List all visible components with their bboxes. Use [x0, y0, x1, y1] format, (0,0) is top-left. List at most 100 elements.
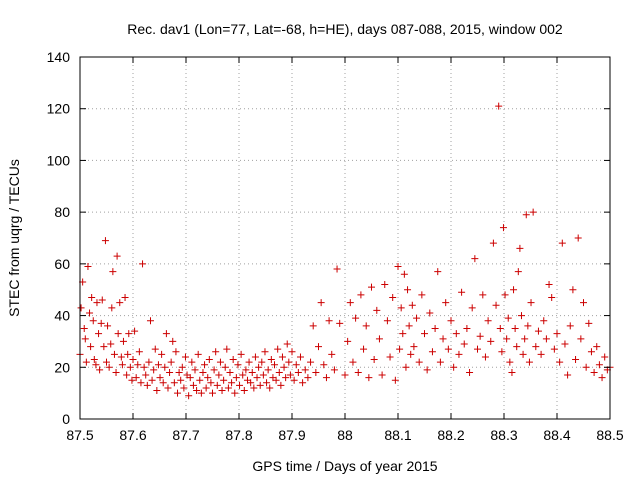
data-point [421, 330, 428, 338]
data-point [88, 293, 96, 301]
y-tick-label: 100 [47, 152, 71, 168]
data-point [278, 353, 286, 361]
data-point [119, 337, 127, 345]
data-point [404, 286, 412, 294]
x-axis-label: GPS time / Days of year 2015 [252, 458, 437, 474]
data-point [521, 335, 529, 343]
data-point [169, 337, 177, 345]
data-point [218, 387, 226, 395]
data-point [101, 237, 109, 245]
data-point [87, 343, 95, 351]
data-point [174, 389, 182, 397]
data-point [511, 325, 519, 332]
data-point [89, 317, 97, 325]
data-point [113, 252, 121, 260]
data-point [223, 345, 231, 353]
data-point [142, 371, 150, 379]
data-point [92, 361, 100, 369]
data-point [450, 363, 458, 371]
data-point [220, 376, 228, 384]
data-point [181, 353, 189, 361]
data-point [349, 358, 357, 366]
data-point [145, 358, 153, 366]
data-point [277, 381, 285, 389]
data-point [574, 234, 582, 242]
data-point [124, 350, 132, 358]
data-point [410, 343, 418, 351]
data-point [598, 374, 606, 382]
data-point [595, 361, 603, 369]
data-point [256, 381, 264, 389]
data-point [373, 306, 381, 314]
data-point [532, 343, 540, 351]
data-point [158, 350, 166, 358]
data-point [82, 358, 90, 366]
grid-lines [80, 57, 610, 419]
data-point [96, 366, 104, 374]
data-point [394, 262, 402, 270]
data-point [375, 335, 383, 343]
data-point [397, 304, 405, 312]
data-point [487, 337, 495, 345]
data-point [131, 327, 139, 335]
data-point [381, 281, 389, 289]
data-point [139, 260, 147, 268]
data-point [212, 348, 220, 356]
data-point [191, 366, 199, 374]
axis-ticks [79, 56, 611, 420]
data-point [216, 358, 224, 366]
data-point [556, 358, 564, 366]
data-point [396, 345, 404, 353]
data-point [503, 335, 511, 343]
data-point [527, 299, 535, 307]
data-point [447, 317, 455, 325]
data-point [333, 265, 341, 273]
data-point [365, 374, 373, 382]
data-point [548, 293, 556, 301]
data-point [496, 325, 504, 332]
data-point [148, 376, 156, 384]
data-point [389, 293, 397, 301]
data-point [534, 327, 542, 335]
data-point [561, 340, 569, 348]
data-point [564, 371, 572, 379]
data-point [126, 363, 134, 371]
x-tick-label: 88.1 [384, 427, 411, 443]
data-point [95, 330, 103, 338]
data-point [582, 363, 590, 371]
data-point [460, 340, 468, 348]
data-points [76, 102, 614, 400]
x-tick-label: 87.8 [225, 427, 252, 443]
data-point [504, 314, 512, 322]
data-point [357, 291, 365, 299]
data-point [315, 343, 322, 351]
y-tick-label: 140 [47, 49, 71, 65]
data-point [431, 325, 439, 332]
data-point [481, 353, 489, 361]
data-point [391, 376, 399, 384]
data-point [476, 332, 484, 340]
data-point [330, 366, 338, 374]
data-point [204, 374, 212, 382]
data-point [209, 389, 216, 397]
data-point [484, 317, 492, 325]
data-point [207, 379, 215, 387]
data-point [118, 361, 126, 369]
data-point [199, 368, 207, 376]
data-point [236, 381, 244, 389]
data-point [166, 368, 174, 376]
data-point [426, 309, 434, 317]
data-point [161, 363, 169, 371]
data-point [251, 353, 259, 361]
data-point [196, 376, 204, 384]
data-point [550, 345, 558, 353]
data-point [458, 288, 466, 296]
y-tick-labels: 0 20 40 60 80 100 120 140 [47, 49, 71, 427]
data-point [259, 371, 267, 379]
data-point [587, 348, 595, 356]
data-point [522, 211, 530, 219]
data-point [231, 389, 239, 397]
data-point [516, 244, 524, 252]
x-tick-labels: 87.5 87.6 87.7 87.8 87.9 88 88.1 88.2 88.3 88.4 88… [66, 427, 623, 443]
data-point [193, 387, 201, 395]
